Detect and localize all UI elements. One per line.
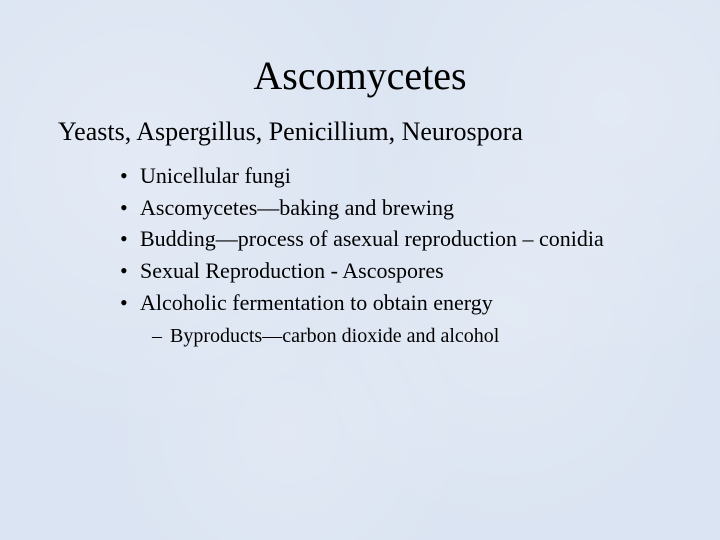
sub-bullet-item: – Byproducts—carbon dioxide and alcohol xyxy=(152,323,720,350)
bullet-item: • Alcoholic fermentation to obtain energ… xyxy=(120,288,720,318)
bullet-marker-icon: • xyxy=(120,256,140,286)
bullet-marker-icon: • xyxy=(120,161,140,191)
bullet-marker-icon: • xyxy=(120,224,140,254)
slide-title: Ascomycetes xyxy=(0,52,720,99)
bullet-marker-icon: • xyxy=(120,288,140,318)
bullet-item: • Budding—process of asexual reproductio… xyxy=(120,224,720,254)
sub-bullet-text: Byproducts—carbon dioxide and alcohol xyxy=(170,323,499,350)
bullet-text: Unicellular fungi xyxy=(140,161,291,191)
bullet-text: Budding—process of asexual reproduction … xyxy=(140,224,604,254)
slide-subtitle: Yeasts, Aspergillus, Penicillium, Neuros… xyxy=(58,117,720,147)
bullet-item: • Unicellular fungi xyxy=(120,161,720,191)
sub-bullet-marker-icon: – xyxy=(152,323,170,350)
slide-container: Ascomycetes Yeasts, Aspergillus, Penicil… xyxy=(0,0,720,540)
bullet-item: • Sexual Reproduction - Ascospores xyxy=(120,256,720,286)
bullet-item: • Ascomycetes—baking and brewing xyxy=(120,193,720,223)
bullet-text: Sexual Reproduction - Ascospores xyxy=(140,256,444,286)
bullet-text: Alcoholic fermentation to obtain energy xyxy=(140,288,493,318)
bullet-text: Ascomycetes—baking and brewing xyxy=(140,193,454,223)
bullet-marker-icon: • xyxy=(120,193,140,223)
sub-bullet-list: – Byproducts—carbon dioxide and alcohol xyxy=(152,323,720,350)
bullet-list: • Unicellular fungi • Ascomycetes—baking… xyxy=(120,161,720,350)
